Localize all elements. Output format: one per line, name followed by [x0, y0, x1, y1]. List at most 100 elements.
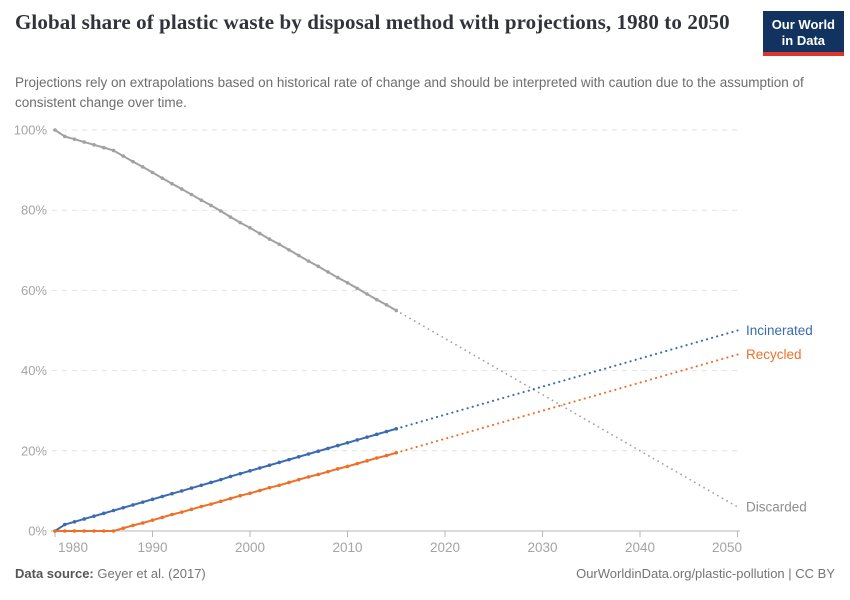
series-marker-discarded: [228, 215, 233, 219]
series-marker-recycled: [316, 472, 321, 477]
y-tick-label: 20%: [21, 443, 47, 458]
series-marker-discarded: [384, 303, 389, 307]
x-tick-label: 1990: [137, 540, 167, 555]
series-marker-discarded: [199, 198, 204, 202]
series-marker-incinerated: [140, 500, 145, 504]
series-marker-discarded: [374, 297, 379, 302]
x-tick-label: 2030: [527, 540, 557, 555]
series-marker-discarded: [287, 248, 291, 252]
series-marker-incinerated: [209, 480, 213, 485]
series-marker-discarded: [296, 253, 301, 258]
chart-footer: Data source: Geyer et al. (2017) OurWorl…: [15, 566, 835, 581]
series-marker-discarded: [257, 231, 262, 236]
series-marker-recycled: [248, 491, 252, 496]
series-marker-incinerated: [150, 497, 155, 502]
series-marker-incinerated: [199, 483, 204, 488]
series-marker-recycled: [72, 529, 77, 533]
series-marker-discarded: [189, 192, 194, 197]
credit-line: OurWorldinData.org/plastic-pollution | C…: [576, 566, 835, 581]
x-tick-label: 2040: [625, 540, 655, 555]
series-marker-recycled: [257, 488, 262, 493]
series-marker-incinerated: [287, 457, 291, 462]
series-projection-recycled: [395, 353, 739, 454]
x-tick-label: 2020: [430, 540, 460, 555]
series-marker-incinerated: [121, 505, 126, 510]
series-marker-discarded: [111, 148, 116, 153]
series-marker-incinerated: [257, 466, 262, 470]
y-tick-label: 40%: [21, 363, 47, 378]
y-tick-label: 60%: [21, 283, 47, 298]
series-marker-discarded: [277, 242, 282, 247]
x-tick-label: 1980: [58, 540, 88, 555]
y-tick-label: 80%: [21, 203, 47, 218]
series-marker-discarded: [53, 128, 57, 132]
series-marker-discarded: [140, 165, 145, 169]
series-marker-recycled: [287, 480, 291, 485]
series-marker-recycled: [345, 464, 350, 469]
series-marker-discarded: [101, 145, 106, 150]
series-marker-incinerated: [238, 471, 243, 476]
series-marker-recycled: [335, 467, 340, 471]
series-marker-recycled: [179, 510, 184, 514]
series-marker-incinerated: [374, 432, 379, 437]
x-tick-label: 2010: [332, 540, 362, 555]
series-end-label-recycled: Recycled: [746, 347, 802, 362]
series-marker-incinerated: [384, 429, 389, 434]
series-marker-recycled: [160, 515, 165, 520]
series-marker-incinerated: [365, 435, 369, 439]
series-marker-recycled: [170, 512, 174, 517]
series-marker-recycled: [355, 461, 360, 466]
owid-logo: Our World in Data: [762, 11, 844, 57]
series-marker-recycled: [365, 459, 369, 463]
series-marker-incinerated: [101, 511, 106, 516]
series-marker-discarded: [316, 264, 321, 269]
series-marker-incinerated: [296, 455, 301, 459]
series-projection-discarded: [395, 309, 739, 508]
series-marker-discarded: [209, 203, 213, 208]
y-tick-label: 100%: [14, 123, 48, 138]
series-marker-recycled: [384, 453, 389, 458]
series-marker-discarded: [238, 220, 243, 225]
series-marker-incinerated: [326, 446, 330, 451]
series-marker-discarded: [267, 237, 272, 241]
owid-logo-line2: in Data: [781, 32, 826, 48]
series-marker-discarded: [355, 286, 360, 291]
series-marker-recycled: [140, 521, 145, 525]
series-marker-discarded: [82, 140, 87, 144]
series-projection-incinerated: [395, 329, 739, 430]
series-marker-recycled: [209, 502, 213, 506]
series-marker-incinerated: [248, 469, 252, 473]
series-marker-recycled: [82, 529, 87, 533]
series-marker-recycled: [92, 529, 96, 533]
series-marker-discarded: [179, 187, 184, 191]
series-marker-incinerated: [82, 517, 87, 521]
series-marker-incinerated: [170, 491, 174, 496]
series-marker-incinerated: [111, 508, 116, 513]
series-marker-discarded: [150, 170, 155, 175]
series-end-label-discarded: Discarded: [746, 499, 807, 514]
chart-subtitle: Projections rely on extrapolations based…: [15, 75, 804, 111]
series-marker-recycled: [238, 493, 243, 498]
series-marker-incinerated: [179, 489, 184, 493]
series-marker-recycled: [277, 483, 282, 488]
series-marker-discarded: [365, 292, 369, 296]
series-marker-recycled: [101, 529, 106, 533]
series-end-label-incinerated: Incinerated: [746, 323, 813, 338]
series-line-incinerated: [54, 427, 397, 532]
series-marker-incinerated: [277, 460, 282, 465]
series-marker-incinerated: [92, 514, 96, 518]
series-marker-incinerated: [62, 522, 67, 527]
series-marker-incinerated: [345, 440, 350, 445]
series-marker-recycled: [218, 499, 223, 504]
series-marker-recycled: [189, 507, 194, 512]
series-marker-discarded: [335, 275, 340, 280]
series-marker-incinerated: [306, 452, 311, 456]
series-marker-recycled: [199, 504, 204, 509]
series-marker-discarded: [306, 259, 311, 263]
owid-logo-line1: Our World: [771, 17, 835, 32]
series-marker-incinerated: [355, 438, 360, 442]
series-marker-recycled: [267, 485, 272, 490]
x-tick-label: 2050: [712, 540, 742, 555]
